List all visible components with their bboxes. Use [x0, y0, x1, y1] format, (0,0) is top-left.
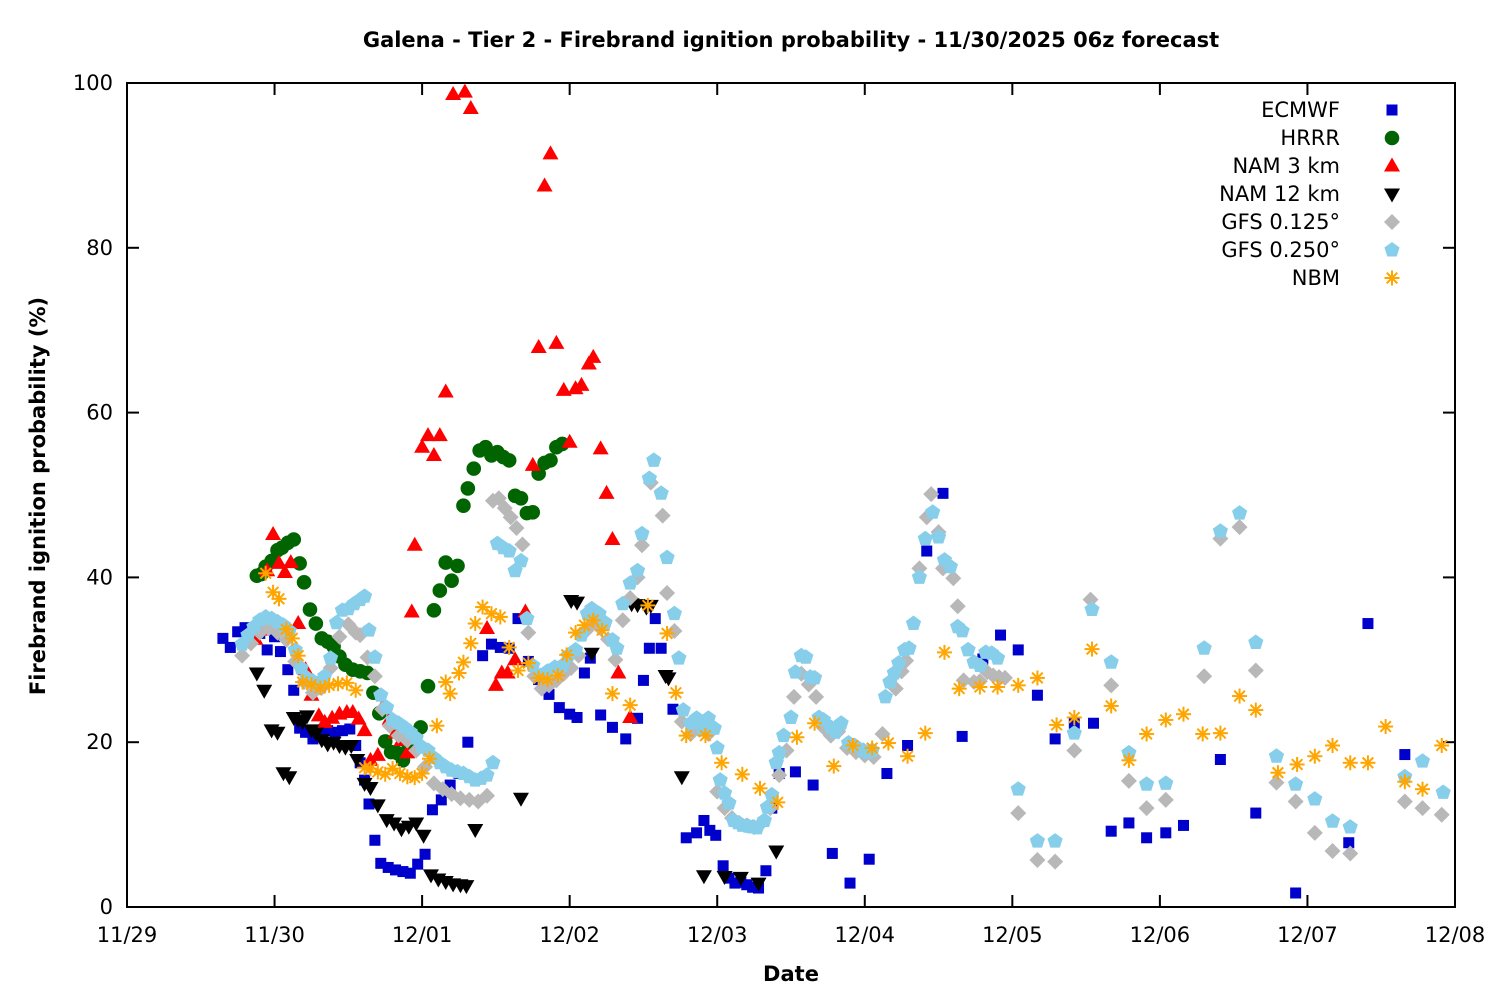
legend-item-gfs0125: GFS 0.125° — [1221, 210, 1400, 234]
nam3km-marker-icon — [1384, 157, 1400, 172]
x-tick-label: 12/06 — [1130, 923, 1191, 947]
x-tick-label: 12/03 — [687, 923, 748, 947]
x-tick-label: 12/07 — [1277, 923, 1338, 947]
hrrr-marker-icon — [1384, 130, 1400, 146]
legend-item-nam3km: NAM 3 km — [1232, 154, 1400, 178]
series-nbm — [258, 565, 1450, 810]
y-tick-label: 80 — [86, 236, 113, 260]
series-hrrr — [249, 436, 570, 768]
y-tick-label: 40 — [86, 565, 113, 589]
nbm-marker-icon — [1384, 270, 1400, 286]
x-tick-label: 11/29 — [97, 923, 158, 947]
y-tick-label: 0 — [100, 895, 113, 919]
x-tick-label: 11/30 — [244, 923, 305, 947]
legend: ECMWF HRRR NAM 3 km NAM 12 km GFS 0.125° GFS … — [1219, 98, 1400, 290]
series-ecmwf — [217, 487, 1411, 899]
chart-title: Galena - Tier 2 - Firebrand ignition pro… — [362, 28, 1220, 52]
y-tick-label: 20 — [86, 730, 113, 754]
x-axis-title: Date — [763, 962, 819, 986]
x-tick-label: 12/05 — [982, 923, 1043, 947]
legend-item-nbm: NBM — [1292, 266, 1400, 290]
legend-item-hrrr: HRRR — [1280, 126, 1400, 150]
legend-label: NAM 12 km — [1219, 182, 1340, 206]
x-tick-label: 12/02 — [539, 923, 600, 947]
plot-border — [126, 82, 1456, 908]
legend-item-gfs0250: GFS 0.250° — [1221, 238, 1400, 262]
y-tick-label: 100 — [73, 71, 113, 95]
y-axis-title: Firebrand ignition probability (%) — [26, 296, 50, 696]
x-tick-label: 12/08 — [1425, 923, 1486, 947]
y-tick-label: 60 — [86, 401, 113, 425]
gfs0250-marker-icon — [1384, 242, 1400, 257]
ecmwf-marker-icon — [1386, 104, 1398, 116]
x-tick-label: 12/01 — [392, 923, 453, 947]
legend-label: GFS 0.125° — [1221, 210, 1340, 234]
series-nam3km — [247, 83, 639, 766]
x-tick-label: 12/04 — [835, 923, 896, 947]
nam12km-marker-icon — [1384, 188, 1400, 203]
legend-label: NAM 3 km — [1232, 154, 1340, 178]
legend-label: NBM — [1292, 266, 1340, 290]
legend-item-nam12km: NAM 12 km — [1219, 182, 1400, 206]
legend-item-ecmwf: ECMWF — [1261, 98, 1398, 122]
series-gfs0125 — [234, 474, 1450, 870]
legend-label: ECMWF — [1261, 98, 1340, 122]
gfs0125-marker-icon — [1384, 214, 1400, 230]
series-gfs0250 — [234, 452, 1451, 848]
legend-label: GFS 0.250° — [1221, 238, 1340, 262]
legend-label: HRRR — [1280, 126, 1340, 150]
series-nam12km — [248, 594, 785, 895]
